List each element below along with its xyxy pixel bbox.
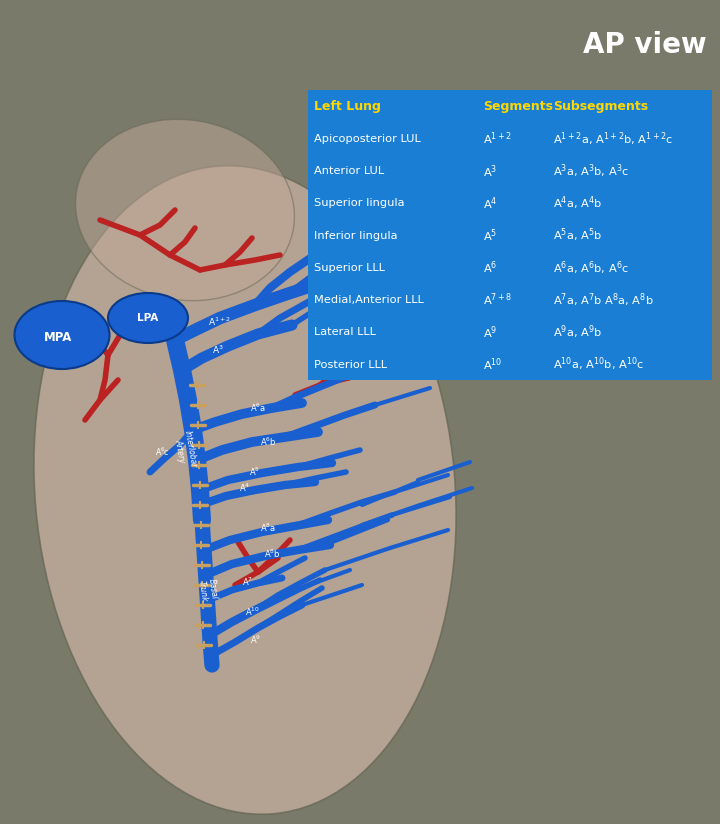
Ellipse shape [34,166,456,814]
Text: A$^{3}$: A$^{3}$ [212,344,224,356]
Text: A$^{5}$a, A$^{5}$b: A$^{5}$a, A$^{5}$b [553,227,603,245]
Text: A$^{5}$: A$^{5}$ [483,227,498,244]
Text: A$^{1+2}$: A$^{1+2}$ [208,316,232,328]
Text: A$^{7}$a, A$^{7}$b A$^{8}$a, A$^{8}$b: A$^{7}$a, A$^{7}$b A$^{8}$a, A$^{8}$b [553,292,654,309]
Text: A$^{3}$a, A$^{3}$b, A$^{3}$c: A$^{3}$a, A$^{3}$b, A$^{3}$c [553,162,629,180]
Text: A$^{10}$a, A$^{10}$b, A$^{10}$c: A$^{10}$a, A$^{10}$b, A$^{10}$c [553,356,644,373]
Text: A$^{9}$: A$^{9}$ [483,324,498,340]
Text: A$^{6}$a: A$^{6}$a [250,402,266,414]
Bar [308,90,712,380]
Text: A$^{1+2}$: A$^{1+2}$ [483,131,512,147]
Text: A$^{6}$a, A$^{6}$b, A$^{6}$c: A$^{6}$a, A$^{6}$b, A$^{6}$c [553,259,629,277]
Text: A$^{9}$a, A$^{9}$b: A$^{9}$a, A$^{9}$b [553,324,603,341]
Text: A$^{6}$: A$^{6}$ [483,260,498,276]
Text: Medial,Anterior LLL: Medial,Anterior LLL [314,295,424,305]
Text: Left Lung: Left Lung [314,101,381,113]
Ellipse shape [76,119,294,301]
Text: A$^{7+8}$: A$^{7+8}$ [483,292,512,308]
Text: LPA: LPA [138,313,158,323]
Text: AP view: AP view [582,31,706,59]
Text: A$^{4}$a, A$^{4}$b: A$^{4}$a, A$^{4}$b [553,194,603,213]
Text: A$^{6}$b: A$^{6}$b [260,436,276,448]
Text: Anterior LUL: Anterior LUL [314,166,384,176]
Text: Lateral LLL: Lateral LLL [314,327,376,337]
Text: A$^{7}$: A$^{7}$ [243,576,253,588]
Text: A$^{9}$: A$^{9}$ [251,634,261,646]
Text: A$^{5}$: A$^{5}$ [250,466,261,478]
Text: A$^{4}$: A$^{4}$ [483,195,498,212]
Ellipse shape [14,301,109,369]
Text: Apicoposterior LUL: Apicoposterior LUL [314,134,420,144]
Text: A$^{8}$b: A$^{8}$b [264,548,280,560]
Text: MPA: MPA [44,330,72,344]
Text: Interlobar
Artery: Interlobar Artery [172,430,198,470]
Text: Superior LLL: Superior LLL [314,263,385,273]
Text: Superior lingula: Superior lingula [314,199,405,208]
Text: A$^{3}$: A$^{3}$ [483,163,498,180]
Text: Subsegments: Subsegments [553,101,648,113]
Text: A$^{10}$: A$^{10}$ [483,356,503,372]
Text: A$^{4}$: A$^{4}$ [239,482,251,494]
Ellipse shape [108,293,188,343]
Text: Posterior LLL: Posterior LLL [314,359,387,369]
Text: Inferior lingula: Inferior lingula [314,231,397,241]
Text: Basal
Trunk: Basal Trunk [197,578,219,602]
Text: Segments: Segments [483,101,553,113]
Text: A$^{6}$c: A$^{6}$c [155,446,169,458]
Text: A$^{8}$a: A$^{8}$a [260,522,276,534]
Text: A$^{1+2}$a, A$^{1+2}$b, A$^{1+2}$c: A$^{1+2}$a, A$^{1+2}$b, A$^{1+2}$c [553,130,673,147]
Text: A$^{10}$: A$^{10}$ [245,606,259,618]
